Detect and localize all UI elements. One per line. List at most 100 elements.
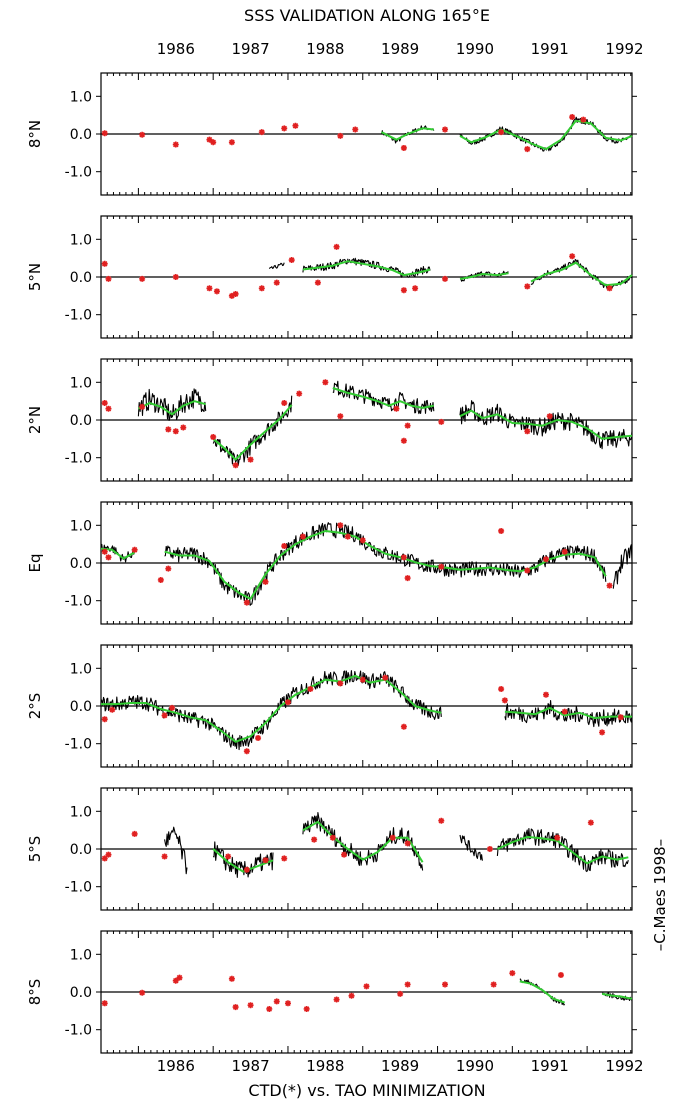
y-tick-label: 0.0	[70, 985, 92, 1001]
ctd-point	[400, 144, 407, 151]
ctd-point	[281, 125, 288, 132]
y-tick-label: 1.0	[70, 947, 92, 963]
panel-label: 5°N	[26, 263, 44, 291]
ctd-point	[157, 576, 164, 583]
ctd-point	[554, 834, 561, 841]
ctd-point	[524, 428, 531, 435]
ctd-point	[333, 996, 340, 1003]
ctd-point	[228, 292, 235, 299]
panel-2: 1.0 0.0 -1.0 2°N	[26, 358, 637, 482]
tao-series-1	[302, 257, 431, 278]
bottom-year-labels: 1986 1987 1988 1989 1990 1991 1992	[157, 1057, 644, 1075]
ctd-point	[262, 578, 269, 585]
ctd-point	[161, 853, 168, 860]
ctd-point	[561, 708, 568, 715]
y-tick-label: 1.0	[70, 232, 92, 248]
ctd-point	[442, 275, 449, 282]
ctd-point	[131, 830, 138, 837]
panel-label: 5°S	[26, 836, 44, 863]
ctd-point	[139, 989, 146, 996]
bottom-year-label: 1992	[605, 1057, 643, 1075]
ctd-point	[172, 274, 179, 280]
smoothed-series-2	[332, 387, 434, 409]
smoothed-series-2	[459, 272, 509, 280]
ctd-point	[404, 840, 411, 847]
ctd-point	[542, 556, 549, 563]
y-tick-label: -1.0	[65, 1023, 92, 1039]
ctd-point	[273, 998, 280, 1005]
ctd-point	[498, 527, 505, 534]
credit-label: –C.Maes 1998–	[651, 839, 669, 951]
y-tick-label: -1.0	[65, 451, 92, 467]
ctd-point	[262, 857, 269, 864]
ctd-point	[101, 1000, 108, 1007]
ctd-point	[438, 563, 445, 570]
panel-label: 2°S	[26, 693, 44, 720]
ctd-point	[206, 136, 213, 143]
tao-series-2	[459, 270, 509, 282]
ctd-point	[266, 1005, 273, 1012]
ctd-point	[557, 972, 564, 979]
ctd-point	[105, 275, 112, 282]
ctd-point	[490, 981, 497, 988]
ctd-point	[337, 522, 344, 529]
ctd-point	[348, 992, 355, 999]
chart-title: SSS VALIDATION ALONG 165°E	[244, 6, 490, 25]
tao-series-1	[212, 841, 274, 878]
y-tick-label: 0.0	[70, 270, 92, 286]
ctd-point	[546, 413, 553, 420]
panel-6: 1.0 0.0 -1.0 8°S	[26, 930, 637, 1054]
ctd-point	[232, 462, 239, 469]
tao-series-0	[137, 388, 207, 422]
ctd-point	[161, 712, 168, 719]
bottom-year-label: 1988	[306, 1057, 344, 1075]
ctd-point	[228, 975, 235, 982]
y-tick-label: 0.0	[70, 413, 92, 429]
tao-series-0	[268, 262, 285, 269]
ctd-point	[165, 565, 172, 572]
ctd-point	[561, 548, 568, 555]
top-year-label: 1987	[231, 40, 269, 58]
ctd-point	[438, 817, 445, 824]
ctd-point	[344, 533, 351, 540]
ctd-point	[542, 691, 549, 698]
ctd-point	[206, 285, 213, 292]
panels: 1.00.0-1.08°N1.00.0-1.05°N1.00.0-1.02°N1…	[26, 72, 637, 1054]
ctd-point	[397, 990, 404, 997]
ctd-point	[404, 575, 411, 582]
ctd-point	[273, 279, 280, 286]
ctd-point	[363, 983, 370, 990]
ctd-point	[180, 424, 187, 431]
ctd-point	[599, 729, 606, 736]
ctd-point	[176, 974, 183, 981]
ctd-point	[228, 139, 235, 146]
ctd-point	[606, 285, 613, 292]
panel-label: Eq	[26, 554, 44, 573]
y-tick-label: 1.0	[70, 661, 92, 677]
ctd-point	[284, 1000, 291, 1007]
top-year-label: 1989	[381, 40, 419, 58]
ctd-point	[337, 132, 344, 139]
ctd-point	[213, 288, 220, 295]
ctd-point	[109, 706, 116, 713]
ctd-point	[225, 853, 232, 860]
ctd-point	[524, 567, 531, 574]
panel-label: 8°S	[26, 979, 44, 1006]
y-tick-label: -1.0	[65, 594, 92, 610]
ctd-point	[311, 836, 318, 843]
ctd-point	[210, 433, 217, 440]
ctd-point	[105, 554, 112, 561]
ctd-point	[243, 748, 250, 755]
ctd-point	[281, 400, 288, 407]
ctd-point	[337, 680, 344, 687]
top-year-label: 1992	[605, 40, 643, 58]
smoothed-series-1	[459, 119, 633, 151]
ctd-point	[400, 437, 407, 444]
tao-series-0	[164, 826, 188, 875]
smoothed-series-0	[137, 400, 206, 416]
y-tick-label: -1.0	[65, 165, 92, 181]
ctd-point	[359, 676, 366, 683]
ctd-point	[247, 456, 254, 463]
smoothed-series-1	[601, 992, 633, 1000]
